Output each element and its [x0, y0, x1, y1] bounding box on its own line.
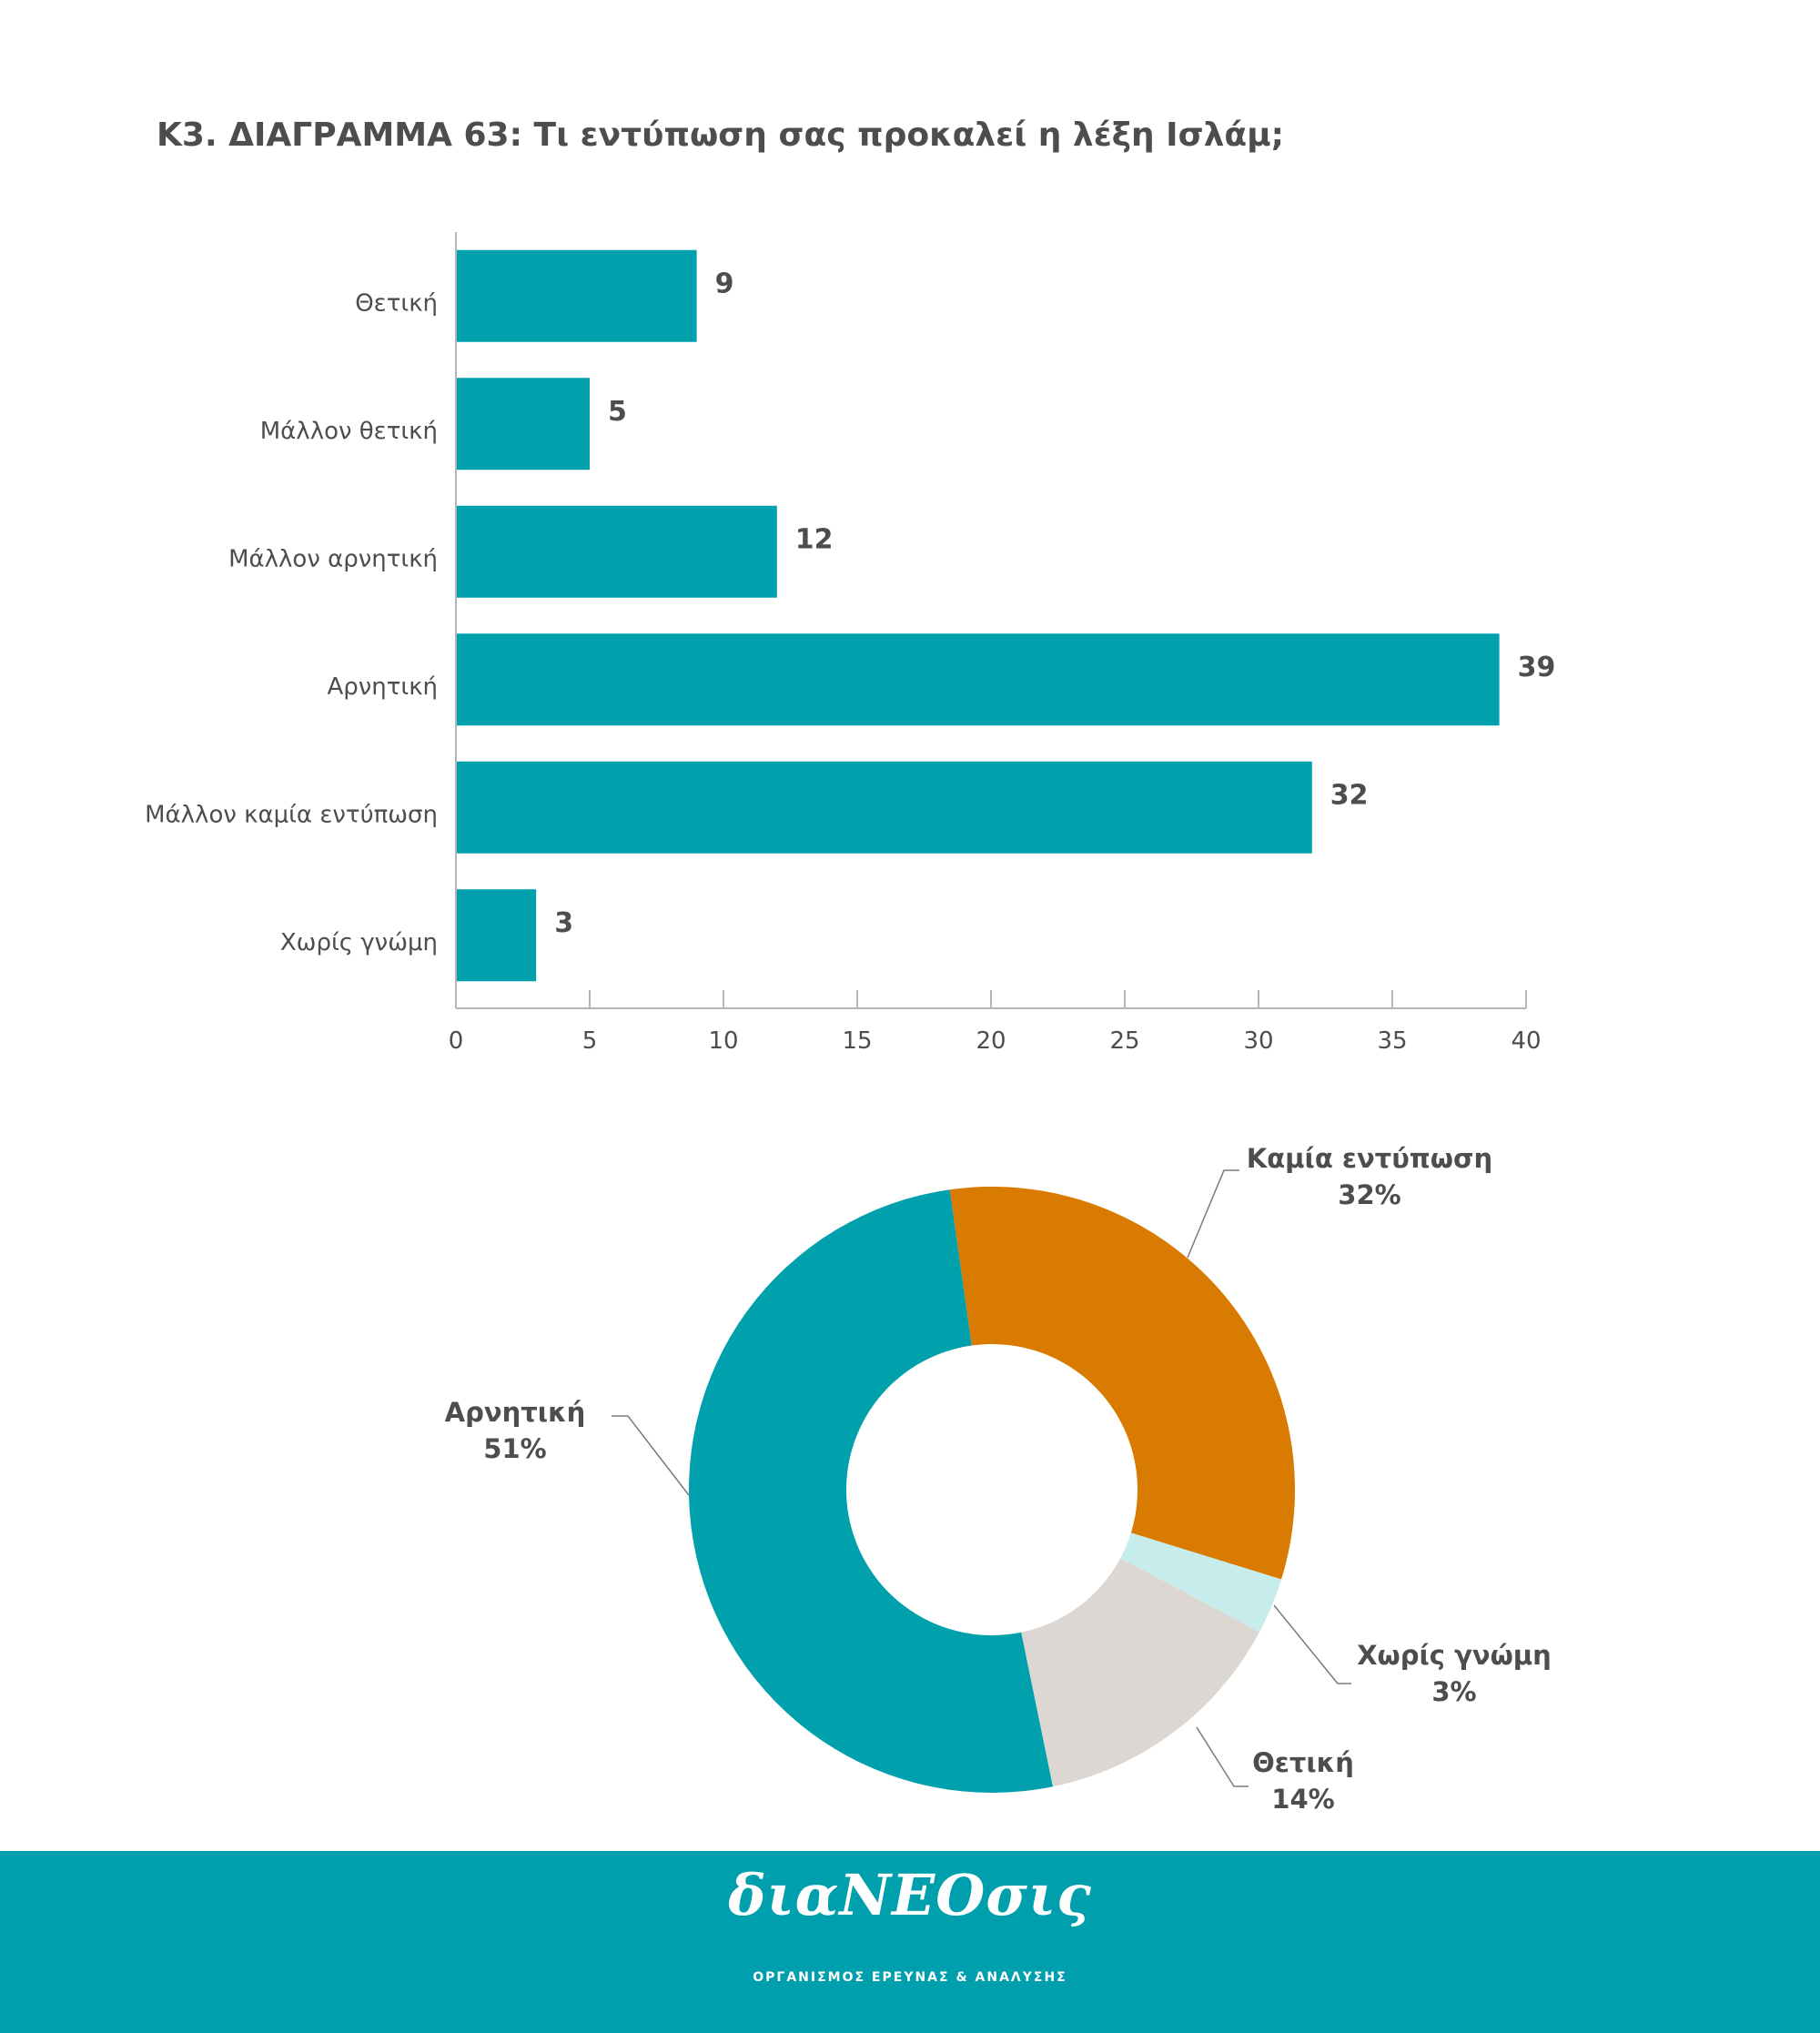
leader-line — [1196, 1726, 1249, 1787]
chart-title: Κ3. ΔΙΑΓΡΑΜΜΑ 63: Τι εντύπωση σας προκαλ… — [157, 116, 1285, 154]
value-label: 32 — [1330, 779, 1369, 811]
value-label: 3 — [554, 907, 573, 939]
category-label: Αρνητική — [327, 673, 438, 701]
slice-percent: 14% — [1271, 1784, 1334, 1815]
category-label: Χωρίς γνώμη — [280, 929, 438, 956]
slice-percent: 32% — [1338, 1179, 1400, 1210]
donut-slice-1 — [949, 1187, 1295, 1580]
brand-logo: διαΝΕΟσις — [728, 1862, 1092, 1928]
x-tick-label: 25 — [1109, 1027, 1139, 1055]
x-tick-label: 5 — [582, 1027, 598, 1055]
donut-slice-2 — [1120, 1532, 1282, 1633]
x-tick-label: 35 — [1377, 1027, 1407, 1055]
x-tick-label: 20 — [976, 1027, 1006, 1055]
value-label: 39 — [1518, 652, 1556, 683]
slice-label: Αρνητική — [445, 1397, 586, 1428]
bar-1 — [456, 249, 697, 342]
category-label: Μάλλον αρνητική — [228, 545, 438, 572]
x-tick-label: 30 — [1243, 1027, 1273, 1055]
leader-line — [1187, 1169, 1239, 1259]
x-tick-label: 0 — [449, 1027, 464, 1055]
bar-6 — [456, 889, 537, 982]
x-tick-label: 10 — [708, 1027, 738, 1055]
slice-label: Χωρίς γνώμη — [1357, 1640, 1552, 1671]
x-tick-label: 40 — [1511, 1027, 1541, 1055]
leader-line — [1273, 1604, 1351, 1684]
slice-label: Καμία εντύπωση — [1247, 1143, 1492, 1174]
bar-5 — [456, 761, 1312, 854]
value-label: 9 — [715, 268, 734, 299]
bar-chart: Θετική 9 Μάλλον θετική 5 Μάλλον αρνητική 12 Αρ… — [145, 232, 1556, 1055]
slice-label: Θετική — [1252, 1747, 1354, 1778]
bar-2 — [456, 378, 590, 470]
value-label: 12 — [795, 523, 834, 555]
donut-slice-4 — [689, 1189, 1053, 1793]
bar-4 — [456, 633, 1500, 726]
x-tick-label: 15 — [842, 1027, 872, 1055]
donut-slice-3 — [1021, 1558, 1260, 1787]
footer-band — [0, 1851, 1820, 2033]
slice-percent: 51% — [483, 1433, 546, 1464]
value-label: 5 — [608, 396, 627, 428]
donut-chart: Καμία εντύπωση 32% Χωρίς γνώμη 3% Θετική 14% Α… — [445, 1143, 1552, 1815]
bar-3 — [456, 505, 777, 598]
category-label: Θετική — [355, 289, 438, 317]
category-label: Μάλλον καμία εντύπωση — [145, 801, 438, 828]
brand-subtitle: ΟΡΓΑΝΙΣΜΟΣ ΕΡΕΥΝΑΣ & ΑΝΑΛΥΣΗΣ — [753, 1970, 1067, 1985]
category-label: Μάλλον θετική — [260, 418, 438, 445]
slice-percent: 3% — [1431, 1676, 1476, 1707]
leader-line — [612, 1415, 690, 1496]
